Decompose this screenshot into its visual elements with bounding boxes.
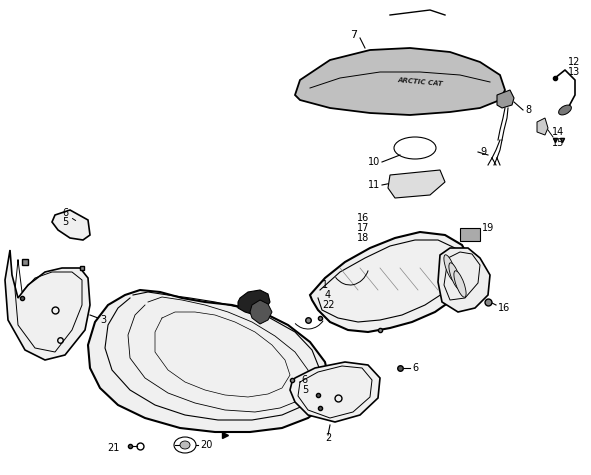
Text: 12: 12 — [568, 57, 580, 67]
Text: 16: 16 — [498, 303, 510, 313]
Text: 22: 22 — [322, 300, 335, 310]
Text: 15: 15 — [552, 138, 564, 148]
Polygon shape — [295, 48, 505, 115]
Text: 6: 6 — [302, 375, 308, 385]
Polygon shape — [250, 300, 272, 324]
Text: 1: 1 — [322, 280, 328, 290]
Polygon shape — [310, 232, 470, 332]
Ellipse shape — [558, 105, 571, 115]
Text: 2: 2 — [325, 433, 331, 443]
Text: 6: 6 — [62, 208, 68, 218]
Text: 7: 7 — [350, 30, 357, 40]
Polygon shape — [388, 170, 445, 198]
Text: 18: 18 — [357, 233, 369, 243]
Text: 5: 5 — [302, 385, 308, 395]
Ellipse shape — [444, 255, 456, 281]
Polygon shape — [88, 290, 330, 432]
Polygon shape — [290, 362, 380, 422]
Text: 5: 5 — [62, 217, 68, 227]
Text: 11: 11 — [368, 180, 380, 190]
Ellipse shape — [449, 263, 461, 289]
Polygon shape — [52, 210, 90, 240]
Text: 17: 17 — [357, 223, 369, 233]
Polygon shape — [5, 250, 90, 360]
Bar — [460, 228, 480, 241]
Text: 14: 14 — [552, 127, 564, 137]
Text: 6: 6 — [412, 363, 418, 373]
Text: 13: 13 — [568, 67, 580, 77]
Polygon shape — [238, 290, 270, 315]
Text: 10: 10 — [368, 157, 380, 167]
Text: 20: 20 — [200, 440, 212, 450]
Polygon shape — [497, 90, 514, 108]
Ellipse shape — [180, 441, 190, 449]
Polygon shape — [537, 118, 548, 135]
Polygon shape — [438, 248, 490, 312]
Text: 16: 16 — [357, 213, 369, 223]
Text: ARCTIC CAT: ARCTIC CAT — [397, 77, 443, 87]
Text: 19: 19 — [482, 223, 494, 233]
Text: 8: 8 — [525, 105, 531, 115]
Text: 21: 21 — [108, 443, 120, 453]
Text: 3: 3 — [100, 315, 106, 325]
Text: 9: 9 — [480, 147, 486, 157]
Ellipse shape — [454, 271, 466, 297]
Text: 4: 4 — [325, 290, 331, 300]
